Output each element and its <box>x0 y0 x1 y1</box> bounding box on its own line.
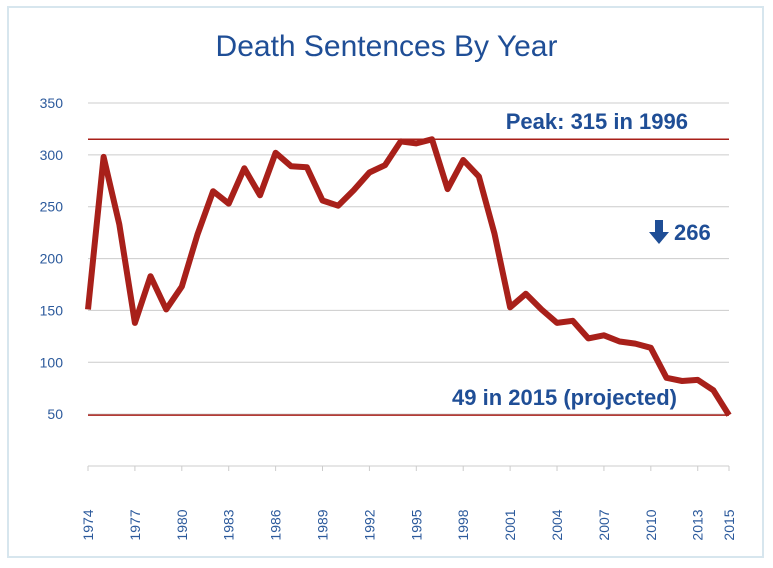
y-tick-label: 100 <box>40 354 64 370</box>
down-arrow-icon <box>649 220 669 244</box>
chart-title: Death Sentences By Year <box>215 30 558 63</box>
x-tick-label: 1977 <box>127 509 143 540</box>
x-tick-label: 1998 <box>455 509 471 540</box>
series-line <box>85 136 732 417</box>
x-tick-label: 2015 <box>721 509 737 540</box>
y-tick-label: 250 <box>40 199 64 215</box>
x-axis-ticks: 1974 1977 1980 1983 1986 1989 1992 1995 1998 2001… <box>80 466 737 541</box>
x-tick-label: 1986 <box>268 509 284 540</box>
peak-annotation: Peak: 315 in 1996 <box>506 109 688 134</box>
change-value: 266 <box>674 220 711 245</box>
y-tick-label: 50 <box>47 406 63 422</box>
reference-lines <box>88 138 729 416</box>
x-tick-label: 2004 <box>549 509 565 540</box>
x-tick-label: 1974 <box>80 509 96 540</box>
x-tick-label: 2007 <box>596 509 612 540</box>
projected-annotation: 49 in 2015 (projected) <box>452 385 677 410</box>
series-layer <box>85 136 732 417</box>
x-tick-label: 1995 <box>408 509 424 540</box>
y-tick-label: 350 <box>40 95 64 111</box>
x-tick-label: 1983 <box>221 509 237 540</box>
y-tick-label: 200 <box>40 251 64 267</box>
x-tick-label: 1989 <box>315 509 331 540</box>
x-tick-label: 1992 <box>361 509 377 540</box>
y-tick-label: 150 <box>40 302 64 318</box>
change-annotation: 266 <box>649 220 711 245</box>
gridlines <box>88 102 729 467</box>
x-tick-label: 2001 <box>502 509 518 540</box>
x-tick-label: 1980 <box>174 509 190 540</box>
x-tick-label: 2010 <box>643 509 659 540</box>
x-tick-label: 2013 <box>690 509 706 540</box>
y-axis-ticks: 50 100 150 200 250 300 350 <box>40 95 64 422</box>
y-tick-label: 300 <box>40 147 64 163</box>
